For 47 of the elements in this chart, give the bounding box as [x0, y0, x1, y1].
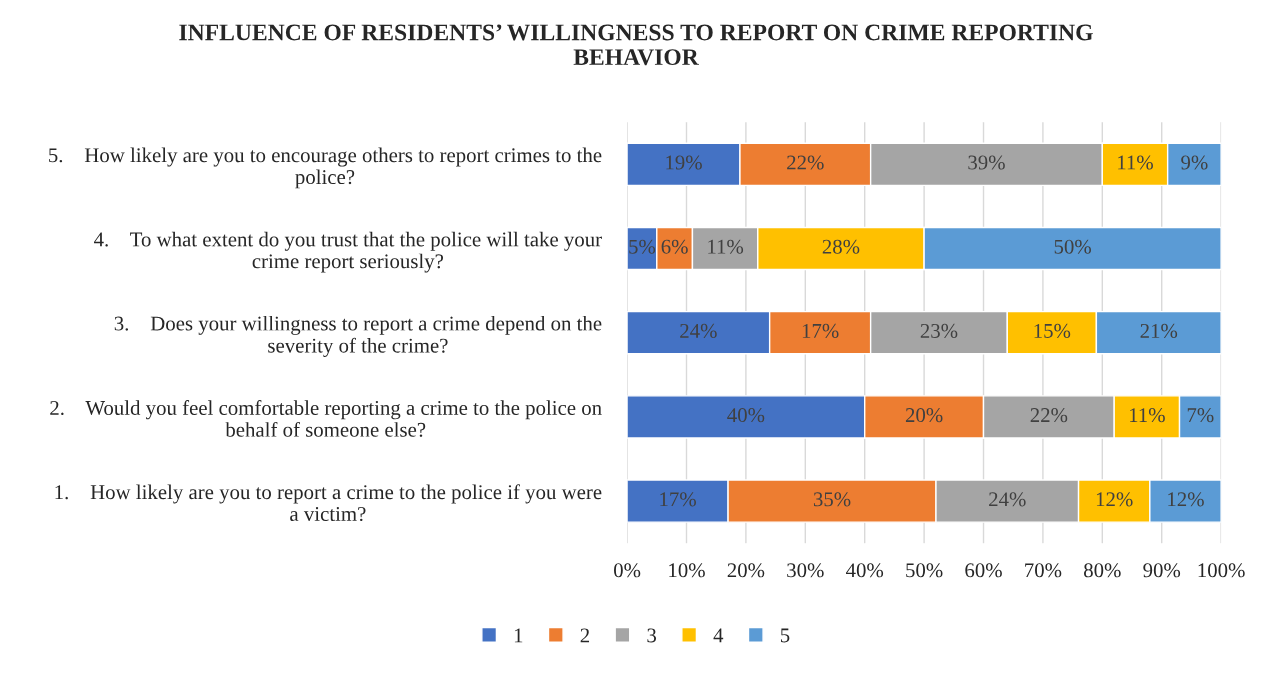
x-tick-label: 20%	[727, 563, 765, 578]
data-label: 24%	[680, 323, 717, 338]
x-tick-label: 80%	[1084, 563, 1121, 578]
data-label: 9%	[1181, 155, 1208, 170]
data-label: 40%	[727, 408, 765, 423]
data-label: 17%	[660, 492, 696, 507]
data-label: 11%	[1118, 155, 1153, 170]
data-label: 23%	[920, 323, 958, 338]
data-label: 11%	[1130, 408, 1165, 423]
data-label: 12%	[1168, 492, 1204, 507]
y-tick-label: 4. To what extent do you trust that the police will take your crime report seriously?	[94, 231, 602, 273]
data-label: 11%	[708, 239, 744, 254]
x-tick-label: 50%	[906, 563, 943, 578]
data-label: 50%	[1054, 239, 1091, 254]
x-tick-label: 40%	[846, 563, 884, 578]
legend-label: 4	[713, 628, 724, 643]
x-tick-label: 60%	[965, 563, 1002, 578]
legend-label: 1	[514, 628, 523, 643]
data-label: 24%	[989, 492, 1026, 507]
chart-title: INFLUENCE OF RESIDENTS’ WILLINGNESS TO REPORT ON CRIME REPORTING BEHAVIOR	[179, 24, 1093, 66]
data-label: 19%	[666, 155, 702, 170]
x-tick-label: 70%	[1025, 563, 1062, 578]
x-tick-label: 0%	[614, 563, 641, 578]
data-label: 39%	[968, 155, 1005, 170]
y-tick-label: 1. How likely are you to report a crime to the police if you were a victim?	[55, 484, 602, 522]
x-tick-label: 10%	[669, 563, 705, 578]
legend-label: 3	[647, 628, 657, 643]
x-tick-label: 90%	[1143, 563, 1181, 578]
x-tick-label: 100%	[1198, 563, 1245, 578]
data-label: 12%	[1096, 492, 1133, 507]
data-label: 6%	[661, 239, 688, 254]
data-label: 28%	[822, 239, 860, 254]
y-tick-label: 3. Does your willingness to report a crime depend on the severity of the crime?	[114, 315, 602, 357]
data-label: 7%	[1187, 408, 1214, 423]
y-tick-label: 2. Would you feel comfortable reporting a crime to the police on behalf of someone else?	[50, 400, 602, 437]
data-label: 21%	[1140, 323, 1178, 338]
legend-label: 5	[780, 628, 790, 643]
data-label: 15%	[1034, 323, 1071, 338]
data-label: 20%	[905, 408, 943, 423]
data-label: 22%	[787, 155, 824, 170]
data-label: 5%	[629, 239, 656, 254]
legend-label: 2	[580, 628, 590, 643]
data-label: 17%	[802, 323, 839, 338]
y-tick-label: 5. How likely are you to encourage others to report crimes to the police?	[49, 147, 602, 189]
data-label: 35%	[813, 492, 851, 507]
data-label: 22%	[1030, 408, 1068, 423]
x-tick-label: 30%	[787, 563, 824, 578]
